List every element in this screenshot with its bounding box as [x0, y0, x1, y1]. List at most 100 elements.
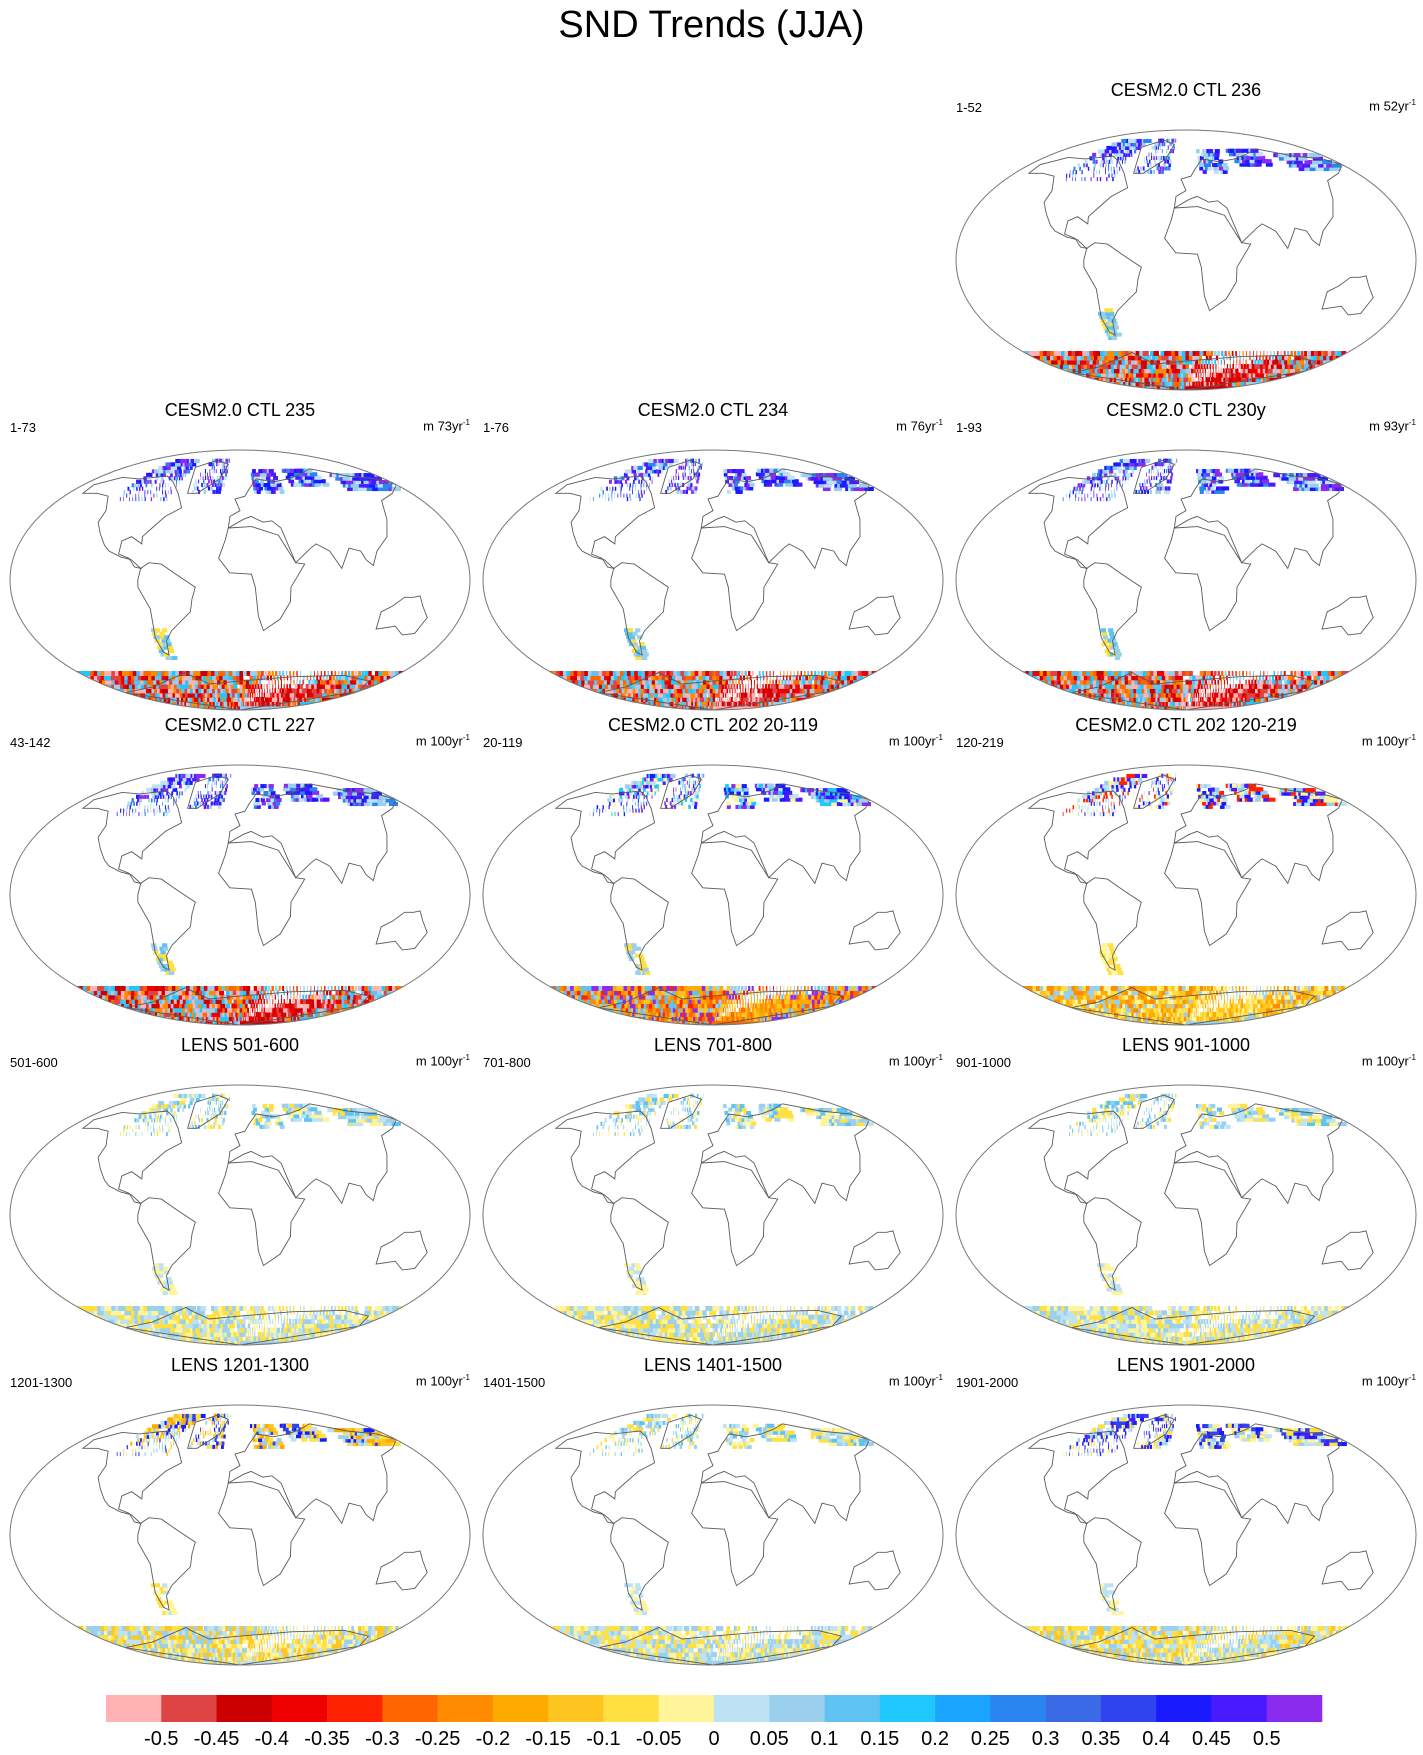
panel-period-label: 701-800	[483, 1055, 531, 1070]
panel-period-label: 120-219	[956, 735, 1004, 750]
colorbar-swatch	[1100, 1695, 1157, 1722]
units-exponent: -1	[462, 733, 470, 742]
colorbar-swatch	[769, 1695, 825, 1722]
units-exponent: -1	[935, 733, 943, 742]
panel-units-label: m 100yr-1	[416, 733, 470, 748]
panel-period-label: 1-73	[10, 420, 37, 435]
map-border	[955, 449, 1417, 711]
units-exponent: -1	[462, 1053, 470, 1062]
units-exponent: -1	[1408, 733, 1416, 742]
units-text: m 100yr	[415, 1053, 463, 1069]
map-panel: CESM2.0 CTL 202 20-119 20-119 m 100yr-1	[475, 715, 951, 1033]
colorbar-swatch	[106, 1695, 162, 1722]
world-map	[955, 129, 1417, 391]
units-text: m 93yr	[1369, 418, 1409, 434]
units-exponent: -1	[935, 1053, 943, 1062]
panel-title: LENS 901-1000	[1121, 1035, 1251, 1055]
panel-title: CESM2.0 CTL 235	[164, 400, 316, 420]
panel-title: LENS 701-800	[653, 1035, 773, 1055]
colorbar-swatch	[161, 1695, 217, 1722]
units-text: m 76yr	[896, 418, 936, 434]
units-text: m 100yr	[888, 1373, 936, 1389]
colorbar-swatch	[990, 1695, 1046, 1722]
panel-period-label: 1-52	[956, 100, 983, 115]
panel-title: LENS 1401-1500	[643, 1355, 783, 1375]
world-map	[482, 1404, 944, 1666]
colorbar-swatch	[548, 1695, 604, 1722]
colorbar-tick-label: 0.05	[749, 1728, 789, 1750]
panel-units-label: m 100yr-1	[1362, 733, 1416, 748]
colorbar-tick-label: 0.45	[1191, 1728, 1231, 1750]
panel-period-label: 1401-1500	[483, 1375, 546, 1390]
world-map	[955, 449, 1417, 711]
colorbar-tick-label: -0.4	[254, 1728, 290, 1750]
panel-period-label: 501-600	[10, 1055, 58, 1070]
colorbar-swatch	[658, 1695, 715, 1722]
units-exponent: -1	[935, 418, 943, 427]
map-border	[9, 449, 471, 711]
colorbar-swatch	[879, 1695, 936, 1722]
panel-units-label: m 100yr-1	[416, 1053, 470, 1068]
units-exponent: -1	[462, 1373, 470, 1382]
panel-title: LENS 501-600	[180, 1035, 300, 1055]
units-exponent: -1	[1408, 98, 1416, 107]
colorbar-tick-label: 0.4	[1142, 1728, 1171, 1750]
units-exponent: -1	[1408, 1373, 1416, 1382]
world-map	[482, 764, 944, 1026]
map-border	[955, 764, 1417, 1026]
panel-units-label: m 52yr-1	[1369, 98, 1416, 113]
panel-period-label: 20-119	[483, 735, 523, 750]
map-border	[955, 1084, 1417, 1346]
panel-title: CESM2.0 CTL 230y	[1106, 400, 1266, 420]
colorbar-swatch	[603, 1695, 660, 1722]
panel-title: CESM2.0 CTL 234	[637, 400, 789, 420]
colorbar-tick-label: 0.5	[1252, 1728, 1281, 1750]
panel-period-label: 901-1000	[956, 1055, 1011, 1070]
colorbar-swatch	[714, 1695, 770, 1722]
colorbar-swatch	[1045, 1695, 1102, 1722]
panel-title: LENS 1201-1300	[170, 1355, 310, 1375]
colorbar-tick-label: -0.5	[144, 1728, 179, 1750]
panel-units-label: m 100yr-1	[889, 1373, 943, 1388]
units-exponent: -1	[462, 418, 470, 427]
world-map	[482, 449, 944, 711]
map-panel: LENS 1401-1500 1401-1500 m 100yr-1	[475, 1355, 951, 1673]
panel-units-label: m 100yr-1	[889, 1053, 943, 1068]
world-map	[9, 449, 471, 711]
map-panel: CESM2.0 CTL 227 43-142 m 100yr-1	[2, 715, 478, 1033]
panel-period-label: 1-76	[483, 420, 510, 435]
world-map	[955, 1084, 1417, 1346]
panel-units-label: m 76yr-1	[896, 418, 943, 433]
map-border	[9, 764, 471, 1026]
colorbar-swatch	[492, 1695, 549, 1722]
map-border	[955, 1404, 1417, 1666]
panel-period-label: 1-93	[956, 420, 983, 435]
map-panel: LENS 1901-2000 1901-2000 m 100yr-1	[948, 1355, 1423, 1673]
colorbar-swatch	[1266, 1695, 1323, 1722]
panel-units-label: m 73yr-1	[423, 418, 470, 433]
page-title: SND Trends (JJA)	[558, 4, 865, 46]
panel-units-label: m 100yr-1	[1362, 1053, 1416, 1068]
units-text: m 100yr	[1361, 1373, 1409, 1389]
map-panel: CESM2.0 CTL 234 1-76 m 76yr-1	[475, 400, 951, 718]
map-panel: CESM2.0 CTL 235 1-73 m 73yr-1	[2, 400, 478, 718]
colorbar-swatch	[437, 1695, 494, 1722]
panel-title: CESM2.0 CTL 202 20-119	[607, 715, 819, 735]
map-border	[9, 1404, 471, 1666]
panel-units-label: m 93yr-1	[1369, 418, 1416, 433]
map-panel: LENS 1201-1300 1201-1300 m 100yr-1	[2, 1355, 478, 1673]
colorbar	[106, 1695, 1323, 1722]
panel-title: CESM2.0 CTL 236	[1110, 80, 1262, 100]
map-panel: CESM2.0 CTL 202 120-219 120-219 m 100yr-1	[948, 715, 1423, 1033]
map-panel: LENS 701-800 701-800 m 100yr-1	[475, 1035, 951, 1353]
colorbar-swatch	[1156, 1695, 1212, 1722]
world-map	[9, 1084, 471, 1346]
units-text: m 100yr	[888, 733, 936, 749]
colorbar-tick-label: 0.2	[921, 1728, 949, 1750]
colorbar-swatch	[382, 1695, 438, 1722]
colorbar-tick-label: -0.1	[586, 1728, 621, 1750]
panel-units-label: m 100yr-1	[889, 733, 943, 748]
panel-period-label: 1901-2000	[956, 1375, 1019, 1390]
colorbar-tick-label: -0.15	[525, 1728, 571, 1750]
units-exponent: -1	[1408, 1053, 1416, 1062]
